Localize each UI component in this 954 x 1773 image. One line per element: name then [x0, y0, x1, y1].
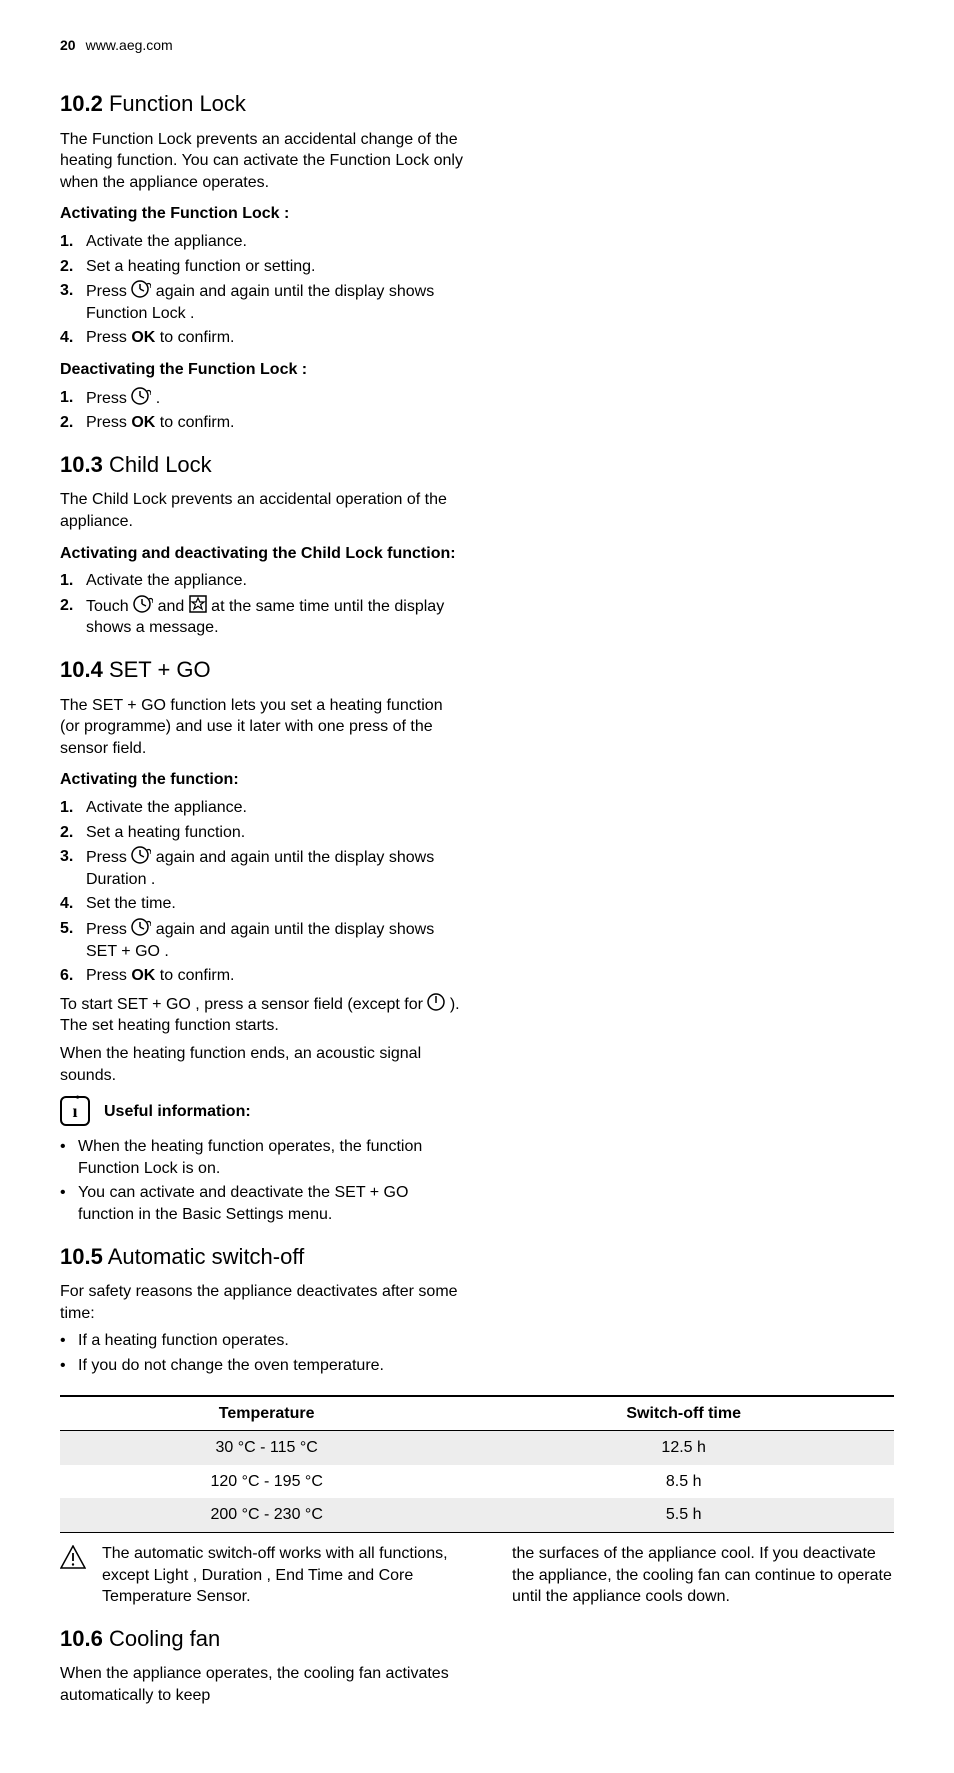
- table-row: 30 °C - 115 °C12.5 h: [60, 1431, 894, 1465]
- subheading: Deactivating the Function Lock :: [60, 359, 463, 381]
- warning-callout: The automatic switch-off works with all …: [60, 1543, 894, 1608]
- section-intro: The Child Lock prevents an accidental op…: [60, 489, 463, 532]
- clock-hand-icon: [131, 918, 151, 936]
- table-header: Temperature: [60, 1396, 473, 1431]
- list-item: When the heating function operates, the …: [60, 1136, 463, 1179]
- subheading: Activating and deactivating the Child Lo…: [60, 543, 463, 565]
- childlock-list: Activate the appliance. Touch and at the…: [60, 570, 463, 639]
- deactivate-list: Press . Press OK to confirm.: [60, 387, 463, 434]
- list-item: Press OK to confirm.: [60, 412, 463, 434]
- list-item: Press OK to confirm.: [60, 965, 463, 987]
- list-item: Press again and again until the display …: [60, 846, 463, 890]
- page-header: 20 www.aeg.com: [60, 36, 894, 55]
- section-10-4: 10.4 SET + GO The SET + GO function lets…: [60, 655, 463, 759]
- list-item: Activate the appliance.: [60, 231, 463, 253]
- warning-text-right: the surfaces of the appliance cool. If y…: [512, 1543, 894, 1608]
- section-10-5: 10.5 Automatic switch-off For safety rea…: [60, 1242, 463, 1377]
- header-url: www.aeg.com: [86, 36, 173, 55]
- setgo-outro: To start SET + GO , press a sensor field…: [60, 993, 463, 1037]
- star-box-icon: [189, 595, 207, 613]
- table-row: 200 °C - 230 °C5.5 h: [60, 1498, 894, 1532]
- section-10-2: 10.2 Function Lock The Function Lock pre…: [60, 89, 463, 434]
- clock-hand-icon: [131, 387, 151, 405]
- clock-hand-icon: [131, 846, 151, 864]
- section-10-6: 10.6 Cooling fan When the appliance oper…: [60, 1624, 460, 1707]
- subheading: Activating the Function Lock :: [60, 203, 463, 225]
- section-intro: When the appliance operates, the cooling…: [60, 1663, 460, 1706]
- switchoff-table: Temperature Switch-off time 30 °C - 115 …: [60, 1395, 894, 1533]
- list-item: Press again and again until the display …: [60, 918, 463, 962]
- list-item: Activate the appliance.: [60, 797, 463, 819]
- section-heading: 10.3 Child Lock: [60, 450, 463, 480]
- list-item: Activate the appliance.: [60, 570, 463, 592]
- list-item: Touch and at the same time until the dis…: [60, 595, 463, 639]
- section-intro: For safety reasons the appliance deactiv…: [60, 1281, 463, 1324]
- info-heading: Useful information:: [104, 1096, 251, 1123]
- list-item: Set a heating function or setting.: [60, 256, 463, 278]
- list-item: You can activate and deactivate the SET …: [60, 1182, 463, 1225]
- section-heading: 10.5 Automatic switch-off: [60, 1242, 463, 1272]
- power-circle-icon: [427, 993, 445, 1011]
- setgo-list: Activate the appliance. Set a heating fu…: [60, 797, 463, 987]
- clock-hand-icon: [133, 595, 153, 613]
- warning-text-left: The automatic switch-off works with all …: [102, 1543, 484, 1608]
- table-row: 120 °C - 195 °C8.5 h: [60, 1465, 894, 1499]
- page-number: 20: [60, 36, 76, 55]
- section-10-3: 10.3 Child Lock The Child Lock prevents …: [60, 450, 463, 639]
- table-header: Switch-off time: [473, 1396, 894, 1431]
- list-item: Press .: [60, 387, 463, 410]
- section-heading: 10.2 Function Lock: [60, 89, 463, 119]
- list-item: Set the time.: [60, 893, 463, 915]
- switchoff-table-region: Temperature Switch-off time 30 °C - 115 …: [60, 1395, 894, 1707]
- section-intro: The SET + GO function lets you set a hea…: [60, 695, 463, 760]
- section-heading: 10.4 SET + GO: [60, 655, 463, 685]
- list-item: If you do not change the oven temperatur…: [60, 1355, 463, 1377]
- section-intro: The Function Lock prevents an accidental…: [60, 129, 463, 194]
- list-item: Set a heating function.: [60, 822, 463, 844]
- list-item: Press OK to confirm.: [60, 327, 463, 349]
- list-item: If a heating function operates.: [60, 1330, 463, 1352]
- setgo-outro-2: When the heating function ends, an acous…: [60, 1043, 463, 1086]
- section-10-4-activate: Activating the function: Activate the ap…: [60, 769, 463, 1225]
- warning-triangle-icon: [60, 1545, 86, 1569]
- switchoff-bullets: If a heating function operates. If you d…: [60, 1330, 463, 1376]
- subheading: Activating the function:: [60, 769, 463, 791]
- info-callout: ı Useful information:: [60, 1096, 463, 1126]
- list-item: Press again and again until the display …: [60, 280, 463, 324]
- section-heading: 10.6 Cooling fan: [60, 1624, 460, 1654]
- info-icon: ı: [60, 1096, 90, 1126]
- clock-hand-icon: [131, 280, 151, 298]
- activate-list: Activate the appliance. Set a heating fu…: [60, 231, 463, 349]
- info-bullets: When the heating function operates, the …: [60, 1136, 463, 1225]
